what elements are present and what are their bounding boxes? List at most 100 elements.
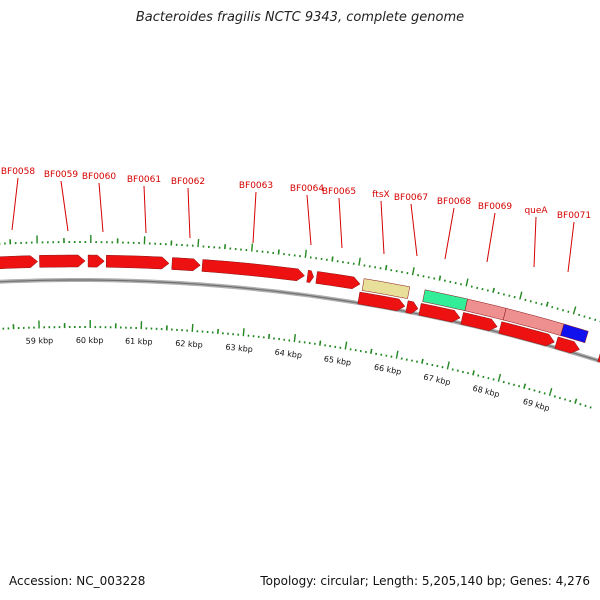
tick-mark-bottom (344, 341, 348, 350)
tick-mark-bottom (558, 396, 561, 400)
tick-mark-top (251, 243, 254, 252)
label-leader-line (306, 194, 312, 246)
tick-mark-bottom (518, 384, 521, 388)
tick-mark-bottom (538, 390, 541, 394)
tick-mark-bottom (467, 371, 470, 375)
tick-mark-bottom (242, 328, 245, 337)
tick-mark-bottom (268, 333, 271, 339)
label-leader-line (143, 185, 147, 234)
tick-mark-bottom (446, 361, 450, 370)
gene-label: BF0062 (171, 177, 205, 187)
kbp-label-group: 59 kbp 60 kbp 61 kbp 62 kbp 63 kbp 64 kbp 65 k… (26, 336, 551, 413)
tick-mark-top (358, 257, 361, 266)
tick-mark-top (304, 249, 307, 258)
tick-mark-bottom (191, 323, 194, 332)
label-leader-line (98, 182, 104, 233)
label-leader-line (252, 191, 257, 244)
gene-label: BF0064 (290, 184, 325, 194)
label-leader-line (60, 180, 69, 232)
label-leader-line (410, 203, 418, 257)
tick-mark-bottom (507, 382, 510, 385)
ftsx-feature-box (361, 278, 411, 299)
tick-mark-top (519, 291, 523, 300)
kbp-label: 69 kbp (522, 397, 551, 413)
tick-mark-top (486, 289, 489, 292)
gene-label: BF0069 (478, 202, 513, 212)
cds-arrow-lower (498, 321, 555, 347)
label-leader-line (486, 212, 496, 263)
label-leader-line (338, 197, 343, 249)
cds-arrow-upper (105, 254, 170, 270)
tick-mark-top (438, 275, 442, 281)
tick-mark-top (572, 306, 577, 315)
gene-label-group: BF0058 BF0059 BF0060 BF0061 BF0062 BF0063 BF00… (1, 167, 591, 221)
tick-mark-bottom (472, 370, 475, 376)
cds-arrow-lower (597, 353, 600, 363)
kbp-label: 64 kbp (274, 348, 302, 360)
tick-mark-top (567, 310, 570, 313)
tick-mark-bottom (482, 375, 485, 379)
kbp-label: 67 kbp (423, 372, 452, 387)
tick-track-top (0, 235, 600, 323)
cds-arrow-upper (315, 271, 361, 290)
tick-mark-bottom (421, 358, 424, 364)
tick-mark-top (545, 301, 549, 307)
kbp-label: 65 kbp (323, 354, 352, 367)
tick-mark-top (492, 287, 495, 293)
tick-mark-bottom (533, 389, 536, 392)
tick-mark-bottom (512, 383, 516, 387)
cds-arrow-lower (357, 291, 406, 312)
gene-label: BF0063 (239, 181, 273, 191)
tick-mark-bottom (487, 376, 490, 380)
kbp-label: 61 kbp (125, 337, 153, 347)
gene-label: queA (524, 206, 548, 216)
tick-mark-top (540, 303, 543, 306)
tick-mark-bottom (564, 398, 567, 401)
tick-mark-top (583, 315, 586, 318)
cds-arrow-upper (0, 255, 38, 270)
tick-mark-top (502, 293, 505, 296)
kbp-label: 59 kbp (26, 336, 54, 346)
misc-feature-box (560, 323, 589, 344)
tick-mark-bottom (553, 395, 556, 398)
tick-mark-top (465, 278, 469, 287)
gene-label: BF0060 (82, 172, 117, 182)
map-title: Bacteroides fragilis NCTC 9343, complete… (135, 10, 465, 25)
cds-arrow-upper (306, 270, 314, 283)
tick-mark-bottom (492, 378, 495, 381)
tick-mark-bottom (370, 348, 373, 354)
cds-arrow-lower (554, 336, 580, 354)
tick-mark-bottom (502, 380, 505, 384)
cds-arrow-lower (418, 303, 461, 323)
tick-mark-bottom (548, 388, 553, 396)
genome-stats-text: Topology: circular; Length: 5,205,140 bp… (260, 574, 590, 588)
tick-mark-top (508, 294, 511, 297)
tick-mark-bottom (569, 399, 572, 403)
tick-mark-top (470, 285, 473, 288)
gene-label: BF0071 (557, 211, 591, 221)
feature-track (0, 254, 600, 363)
label-leader-line (444, 207, 455, 260)
tick-mark-top (588, 316, 591, 320)
tick-mark-top (513, 295, 516, 299)
gene-label: ftsX (372, 190, 389, 200)
gene-label: BF0067 (394, 193, 428, 203)
tick-track-bottom (2, 320, 592, 409)
gene-label: BF0059 (44, 170, 79, 180)
tick-mark-bottom (523, 383, 527, 389)
tick-mark-bottom (477, 374, 480, 377)
kbp-label: 62 kbp (175, 339, 203, 350)
tick-mark-bottom (395, 350, 399, 359)
kbp-label: 63 kbp (225, 342, 253, 354)
tick-mark-bottom (319, 340, 322, 346)
tick-mark-bottom (589, 406, 592, 409)
tick-mark-top (384, 265, 388, 271)
tick-mark-top (224, 244, 227, 250)
tick-mark-bottom (579, 403, 582, 406)
tick-mark-top (476, 286, 479, 290)
tick-mark-top (411, 267, 415, 276)
label-leader-line (187, 187, 191, 239)
tick-mark-top (594, 318, 597, 322)
accession-text: Accession: NC_003228 (9, 574, 146, 588)
